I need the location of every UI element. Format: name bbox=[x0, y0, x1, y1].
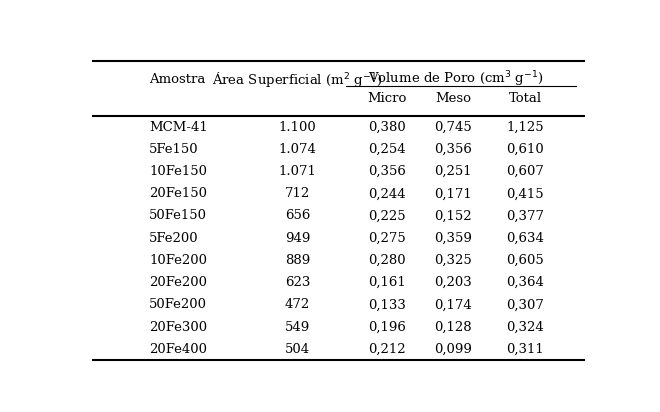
Text: 1.074: 1.074 bbox=[279, 143, 316, 156]
Text: 0,607: 0,607 bbox=[506, 165, 544, 178]
Text: 0,634: 0,634 bbox=[506, 232, 544, 245]
Text: 0,280: 0,280 bbox=[368, 254, 406, 267]
Text: 0,275: 0,275 bbox=[368, 232, 406, 245]
Text: 949: 949 bbox=[284, 232, 310, 245]
Text: 0,254: 0,254 bbox=[368, 143, 406, 156]
Text: 504: 504 bbox=[284, 343, 310, 356]
Text: 50Fe200: 50Fe200 bbox=[149, 298, 207, 311]
Text: 0,610: 0,610 bbox=[506, 143, 544, 156]
Text: 10Fe150: 10Fe150 bbox=[149, 165, 207, 178]
Text: Volume de Poro (cm$^3$ g$^{-1}$): Volume de Poro (cm$^3$ g$^{-1}$) bbox=[368, 70, 544, 89]
Text: 0,152: 0,152 bbox=[434, 209, 472, 222]
Text: 0,212: 0,212 bbox=[368, 343, 406, 356]
Text: 0,251: 0,251 bbox=[434, 165, 472, 178]
Text: 50Fe150: 50Fe150 bbox=[149, 209, 207, 222]
Text: 0,745: 0,745 bbox=[434, 121, 472, 133]
Text: 0,099: 0,099 bbox=[434, 343, 473, 356]
Text: 0,324: 0,324 bbox=[506, 321, 544, 334]
Text: Área Superficial (m$^2$ g$^{-1}$): Área Superficial (m$^2$ g$^{-1}$) bbox=[212, 70, 383, 89]
Text: 0,244: 0,244 bbox=[368, 187, 406, 200]
Text: 10Fe200: 10Fe200 bbox=[149, 254, 207, 267]
Text: 889: 889 bbox=[284, 254, 310, 267]
Text: 5Fe150: 5Fe150 bbox=[149, 143, 199, 156]
Text: 0,171: 0,171 bbox=[434, 187, 472, 200]
Text: Micro: Micro bbox=[367, 92, 407, 105]
Text: 5Fe200: 5Fe200 bbox=[149, 232, 199, 245]
Text: Total: Total bbox=[508, 92, 541, 105]
Text: 0,203: 0,203 bbox=[434, 276, 472, 289]
Text: 0,380: 0,380 bbox=[368, 121, 406, 133]
Text: 549: 549 bbox=[284, 321, 310, 334]
Text: 472: 472 bbox=[284, 298, 310, 311]
Text: 0,161: 0,161 bbox=[368, 276, 406, 289]
Text: 0,364: 0,364 bbox=[506, 276, 544, 289]
Text: 0,356: 0,356 bbox=[434, 143, 473, 156]
Text: 20Fe300: 20Fe300 bbox=[149, 321, 207, 334]
Text: 0,325: 0,325 bbox=[434, 254, 472, 267]
Text: 0,133: 0,133 bbox=[368, 298, 406, 311]
Text: MCM-41: MCM-41 bbox=[149, 121, 208, 133]
Text: 0,415: 0,415 bbox=[506, 187, 544, 200]
Text: 0,174: 0,174 bbox=[434, 298, 472, 311]
Text: 1,125: 1,125 bbox=[506, 121, 544, 133]
Text: 0,377: 0,377 bbox=[506, 209, 544, 222]
Text: 0,356: 0,356 bbox=[368, 165, 406, 178]
Text: 656: 656 bbox=[284, 209, 310, 222]
Text: 20Fe200: 20Fe200 bbox=[149, 276, 207, 289]
Text: 0,225: 0,225 bbox=[368, 209, 406, 222]
Text: 1.100: 1.100 bbox=[279, 121, 316, 133]
Text: 1.071: 1.071 bbox=[279, 165, 316, 178]
Text: 623: 623 bbox=[284, 276, 310, 289]
Text: 0,359: 0,359 bbox=[434, 232, 473, 245]
Text: 20Fe150: 20Fe150 bbox=[149, 187, 207, 200]
Text: 0,128: 0,128 bbox=[434, 321, 472, 334]
Text: 0,196: 0,196 bbox=[368, 321, 406, 334]
Text: Amostra: Amostra bbox=[149, 73, 205, 86]
Text: 20Fe400: 20Fe400 bbox=[149, 343, 207, 356]
Text: 712: 712 bbox=[284, 187, 310, 200]
Text: 0,605: 0,605 bbox=[506, 254, 544, 267]
Text: 0,311: 0,311 bbox=[506, 343, 544, 356]
Text: Meso: Meso bbox=[436, 92, 471, 105]
Text: 0,307: 0,307 bbox=[506, 298, 544, 311]
